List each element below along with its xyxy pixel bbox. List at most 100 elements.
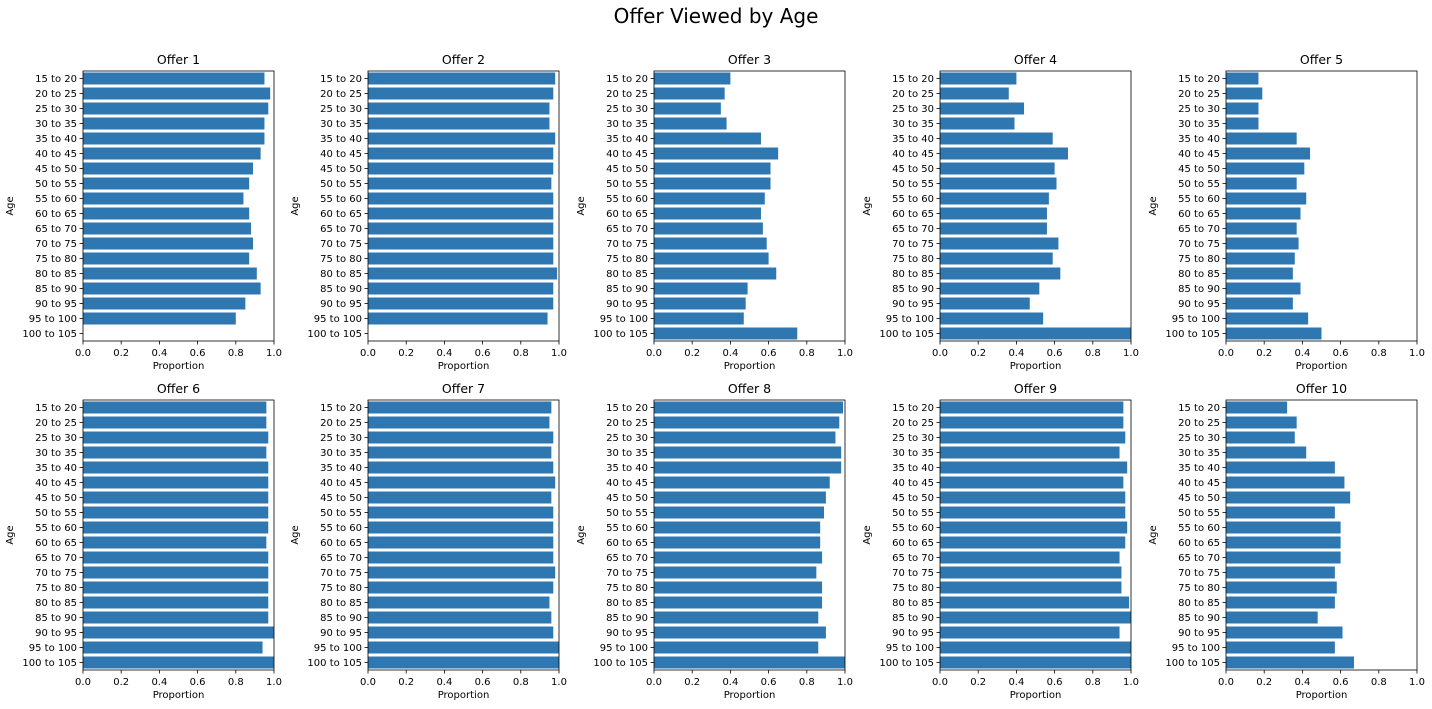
bar xyxy=(654,252,769,265)
y-tick-label: 75 to 80 xyxy=(892,254,934,265)
bar xyxy=(83,222,252,235)
bar xyxy=(368,446,552,459)
bar xyxy=(940,431,1126,444)
bar xyxy=(940,536,1126,549)
bar xyxy=(654,87,725,100)
y-axis-label: Age xyxy=(1148,525,1159,544)
bar xyxy=(83,87,271,100)
y-tick-label: 90 to 95 xyxy=(1178,628,1220,639)
y-tick-label: 60 to 65 xyxy=(1178,209,1220,220)
bar xyxy=(940,656,1131,669)
bar xyxy=(368,72,556,85)
x-tick-label: 0.4 xyxy=(722,677,738,688)
y-tick-label: 95 to 100 xyxy=(29,643,77,654)
subplot-5: Offer 5 15 to 20 20 to 25 25 to 30 30 to 35 3… xyxy=(1148,52,1425,372)
bar xyxy=(83,566,269,579)
bar xyxy=(1226,177,1297,190)
x-tick-label: 0.2 xyxy=(113,348,129,359)
bar xyxy=(83,656,274,669)
x-tick-label: 0.0 xyxy=(75,677,91,688)
y-tick-label: 65 to 70 xyxy=(320,224,362,235)
x-tick-label: 0.4 xyxy=(1008,348,1024,359)
x-tick-label: 0.8 xyxy=(1085,677,1101,688)
bar xyxy=(83,162,253,175)
y-tick-label: 60 to 65 xyxy=(320,209,362,220)
bar xyxy=(654,476,830,489)
bar xyxy=(654,162,771,175)
bar xyxy=(83,431,269,444)
y-tick-label: 35 to 40 xyxy=(1178,134,1220,145)
bar xyxy=(1226,431,1295,444)
y-tick-label: 60 to 65 xyxy=(35,538,77,549)
x-tick-label: 0.0 xyxy=(932,348,948,359)
y-tick-label: 70 to 75 xyxy=(35,568,77,579)
y-tick-label: 50 to 55 xyxy=(1178,179,1220,190)
y-axis-label: Age xyxy=(576,196,587,215)
bar xyxy=(654,237,767,250)
bar xyxy=(940,252,1053,265)
y-tick-label: 65 to 70 xyxy=(1178,224,1220,235)
bar xyxy=(654,536,821,549)
y-tick-label: 70 to 75 xyxy=(35,239,77,250)
bar xyxy=(368,506,554,519)
x-tick-label: 0.6 xyxy=(761,677,777,688)
subplot-title: Offer 9 xyxy=(1014,381,1057,396)
subplot-title: Offer 10 xyxy=(1296,381,1347,396)
y-tick-label: 20 to 25 xyxy=(320,89,362,100)
subplot-title: Offer 2 xyxy=(442,52,485,67)
bar xyxy=(940,312,1044,325)
bar xyxy=(940,581,1122,594)
x-tick-label: 0.8 xyxy=(799,348,815,359)
y-tick-label: 15 to 20 xyxy=(320,403,362,414)
x-tick-label: 0.2 xyxy=(398,348,414,359)
y-tick-label: 75 to 80 xyxy=(1178,254,1220,265)
x-tick-label: 0.6 xyxy=(475,348,491,359)
x-tick-label: 1.0 xyxy=(266,348,282,359)
y-tick-label: 75 to 80 xyxy=(606,254,648,265)
y-tick-label: 15 to 20 xyxy=(892,403,934,414)
bar xyxy=(368,551,554,564)
y-tick-label: 85 to 90 xyxy=(606,284,648,295)
x-tick-label: 0.2 xyxy=(1256,348,1272,359)
y-tick-label: 90 to 95 xyxy=(320,628,362,639)
bar xyxy=(1226,147,1311,160)
y-tick-label: 30 to 35 xyxy=(606,448,648,459)
subplot-title: Offer 3 xyxy=(728,52,771,67)
bar xyxy=(940,282,1040,295)
bar xyxy=(83,521,269,534)
axes-frame xyxy=(939,399,1132,671)
bar xyxy=(368,117,550,130)
bar xyxy=(1226,476,1345,489)
bar xyxy=(940,461,1128,474)
bar xyxy=(368,162,554,175)
y-tick-label: 55 to 60 xyxy=(1178,523,1220,534)
bar xyxy=(368,147,554,160)
y-tick-label: 80 to 85 xyxy=(320,269,362,280)
bar xyxy=(940,551,1120,564)
y-tick-label: 15 to 20 xyxy=(1178,74,1220,85)
bar xyxy=(1226,282,1301,295)
x-tick-label: 1.0 xyxy=(266,677,282,688)
bar xyxy=(83,581,269,594)
x-tick-label: 0.6 xyxy=(475,677,491,688)
y-tick-label: 40 to 45 xyxy=(35,478,77,489)
y-tick-label: 35 to 40 xyxy=(35,134,77,145)
bar xyxy=(83,132,265,145)
x-tick-label: 0.0 xyxy=(75,348,91,359)
y-tick-label: 90 to 95 xyxy=(606,628,648,639)
y-tick-label: 100 to 105 xyxy=(307,329,362,340)
axes-frame xyxy=(1225,399,1418,671)
y-tick-label: 20 to 25 xyxy=(35,89,77,100)
y-tick-label: 30 to 35 xyxy=(35,119,77,130)
bar xyxy=(83,596,269,609)
bar xyxy=(1226,252,1295,265)
subplot-10: Offer 10 15 to 20 20 to 25 25 to 30 30 to 35… xyxy=(1148,381,1425,701)
bar xyxy=(368,87,554,100)
y-tick-label: 70 to 75 xyxy=(606,239,648,250)
bar xyxy=(940,416,1124,429)
bar xyxy=(940,132,1053,145)
y-tick-label: 55 to 60 xyxy=(35,523,77,534)
bar xyxy=(654,491,826,504)
axes-frame xyxy=(82,399,275,671)
y-tick-label: 65 to 70 xyxy=(606,553,648,564)
